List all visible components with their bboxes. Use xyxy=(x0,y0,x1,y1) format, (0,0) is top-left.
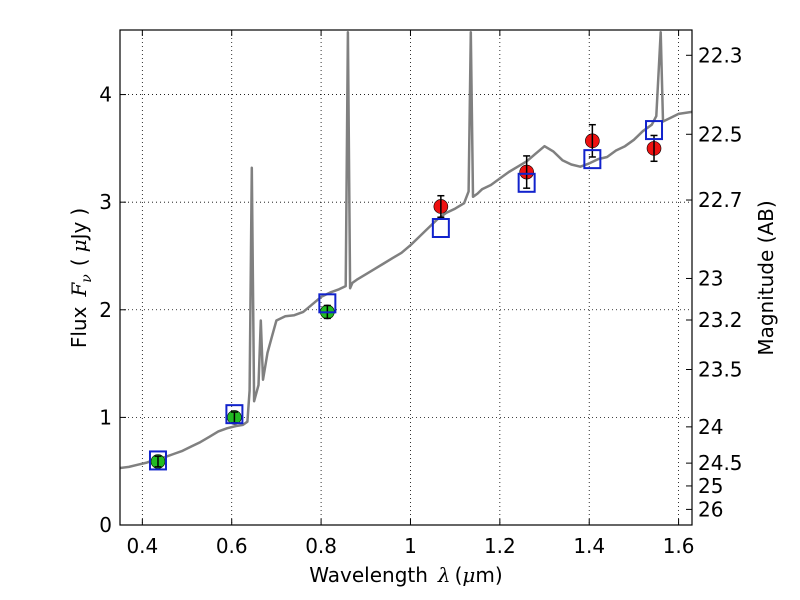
x-tick-label: 1 xyxy=(404,534,417,558)
y-tick-label: 3 xyxy=(99,190,112,214)
magnitude-tick-label: 22.3 xyxy=(698,43,743,67)
x-tick-label: 0.6 xyxy=(216,534,248,558)
model-spectrum-line xyxy=(120,30,692,470)
magnitude-tick-label: 22.5 xyxy=(698,122,743,146)
model-band-flux-marker xyxy=(318,293,337,314)
magnitude-tick-label: 24 xyxy=(698,415,723,439)
plot-frame xyxy=(119,29,693,526)
y-tick-label: 0 xyxy=(99,513,112,537)
model-band-flux-marker xyxy=(583,149,602,170)
x-tick-label: 1.2 xyxy=(484,534,516,558)
x-axis-label: Wavelength λ (μm) xyxy=(309,563,502,587)
y-axis-left: 0 1 2 3 4 xyxy=(99,83,126,537)
magnitude-tick-label: 25 xyxy=(698,474,723,498)
x-tick-label: 0.8 xyxy=(305,534,337,558)
magnitude-tick-label: 24.5 xyxy=(698,451,743,475)
magnitude-tick-label: 26 xyxy=(698,497,723,521)
model-band-flux-marker xyxy=(431,218,450,238)
magnitude-tick-label: 23.5 xyxy=(698,358,743,382)
grid-lines xyxy=(120,30,692,525)
x-tick-label: 1.6 xyxy=(663,534,695,558)
model-band-flux-marker xyxy=(148,450,167,471)
y-tick-label: 4 xyxy=(99,83,112,107)
y-tick-label: 1 xyxy=(99,405,112,429)
y-tick-label: 2 xyxy=(99,298,112,322)
magnitude-tick-label: 22.7 xyxy=(698,188,743,212)
magnitude-tick-label: 23 xyxy=(698,266,723,290)
model-band-flux-marker xyxy=(225,404,244,425)
y-axis-right-label: Magnitude (AB) xyxy=(754,200,778,355)
x-axis: 0.4 0.6 0.8 1 1.2 1.4 1.6 xyxy=(126,30,695,558)
model-spectrum xyxy=(120,30,692,470)
model-band-flux-marker xyxy=(517,172,536,193)
y-axis-label: FluxFν(μJy) xyxy=(67,208,95,348)
x-tick-label: 0.4 xyxy=(126,534,158,558)
data-markers xyxy=(148,120,664,471)
x-tick-label: 1.4 xyxy=(573,534,605,558)
model-band-flux-marker xyxy=(645,120,664,141)
magnitude-tick-label: 23.2 xyxy=(698,308,743,332)
